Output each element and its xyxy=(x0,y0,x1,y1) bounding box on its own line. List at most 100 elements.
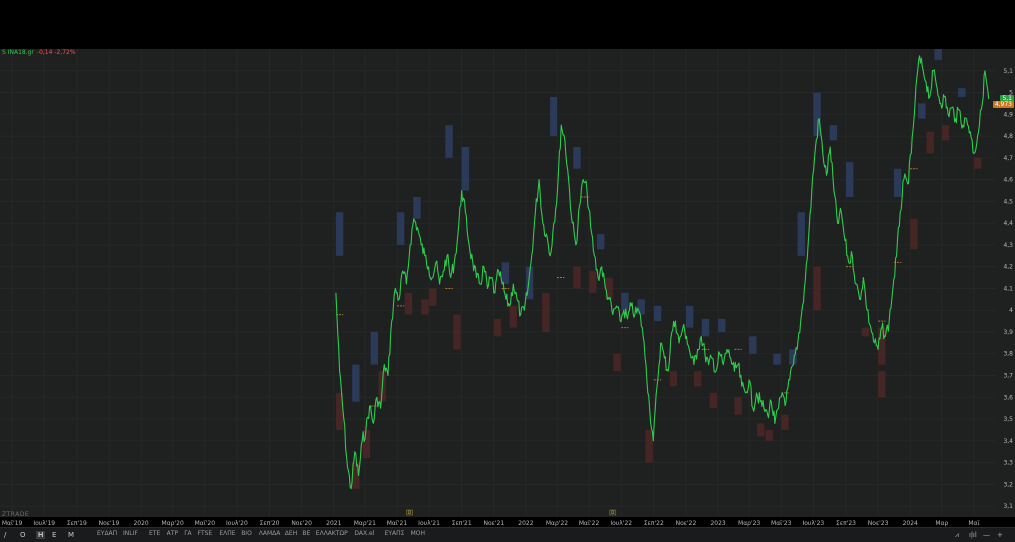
range-box-up xyxy=(813,92,821,137)
y-tick-label: 4,8 xyxy=(1003,133,1013,140)
x-tick-label: Σεπ'19 xyxy=(67,520,87,527)
chart-grid xyxy=(0,49,995,517)
range-box-down xyxy=(404,292,413,315)
y-tick-label: 3,3 xyxy=(1003,460,1013,467)
tool-draw[interactable]: / xyxy=(4,531,7,539)
x-tick-label: Μαϊ'22 xyxy=(579,520,600,527)
range-box-down xyxy=(878,327,886,365)
y-tick-label: 3,7 xyxy=(1003,373,1013,380)
event-marker[interactable] xyxy=(406,509,413,516)
y-tick-label: 3,6 xyxy=(1003,394,1013,401)
chart-type-icon[interactable]: ıl̩ıl xyxy=(969,531,977,539)
x-tick-label: 2024 xyxy=(903,520,918,527)
range-box-up xyxy=(958,88,966,97)
range-box-down xyxy=(352,462,360,489)
range-box-down xyxy=(335,392,344,430)
bottom-toolbar xyxy=(0,527,1015,542)
range-box-down xyxy=(926,131,934,154)
range-box-up xyxy=(797,212,805,256)
x-tick-label: Ιουλ'20 xyxy=(226,520,248,527)
symbol-button[interactable]: ΜΟΗ xyxy=(410,530,426,537)
y-tick-label: 3,2 xyxy=(1003,481,1013,488)
ticker-change: -0,14 -2,72% xyxy=(36,49,76,56)
x-tick-label: Μαρ'23 xyxy=(738,520,760,527)
range-box-down xyxy=(709,392,718,409)
range-box-up xyxy=(789,349,797,365)
range-box-up xyxy=(893,168,902,198)
symbol-button[interactable]: ΑΤΡ xyxy=(166,530,178,537)
price-line xyxy=(335,55,990,490)
range-box-up xyxy=(749,336,757,354)
range-box-up xyxy=(573,146,581,169)
range-box-down xyxy=(861,327,870,337)
y-tick-label: 4,7 xyxy=(1003,155,1013,162)
y-axis: 3,1 3,2 3,3 3,4 3,5 3,6 3,7 3,8 3,9 4 4,1 4,2 4,3 4,4… xyxy=(1003,68,1013,510)
tool-m[interactable]: M xyxy=(68,531,75,539)
range-box-down xyxy=(734,397,742,415)
range-box-down xyxy=(910,218,918,250)
price-label-high: 5,1 xyxy=(1000,95,1014,102)
price-levels xyxy=(335,168,918,407)
range-box-up xyxy=(701,318,710,337)
y-tick-label: 4,1 xyxy=(1003,285,1013,292)
symbol-button[interactable]: INLIF xyxy=(123,530,138,537)
symbol-button[interactable]: ΔΕΗ xyxy=(284,530,298,537)
event-marker[interactable] xyxy=(609,509,617,516)
range-box-up xyxy=(370,331,378,365)
x-tick-label: Μαϊ'20 xyxy=(195,520,216,527)
range-box-up xyxy=(396,212,405,245)
event-marker-label: D xyxy=(611,510,614,515)
zoom-out-icon[interactable]: — xyxy=(983,531,990,539)
indicator-icon[interactable]: ⩘ xyxy=(955,531,959,539)
price-line-series xyxy=(335,55,990,490)
y-tick-label: 3,1 xyxy=(1003,503,1013,510)
symbol-button[interactable]: ΛΑΜΔΑ xyxy=(258,530,281,537)
range-box-up xyxy=(597,234,605,250)
symbol-button[interactable]: ΕΥΑΠΣ xyxy=(384,530,405,537)
range-box-up xyxy=(637,299,645,315)
x-axis: Μαϊ'19 Ιουλ'19 Σεπ'19 Νοε'19 2020 Μαρ'20 Μαϊ'2… xyxy=(2,520,980,527)
y-tick-label: 5 xyxy=(1009,90,1013,97)
range-box-up xyxy=(550,96,557,137)
symbol-button[interactable]: DAX.el xyxy=(354,530,375,537)
range-box-down xyxy=(605,277,613,300)
symbol-button[interactable]: ΕΥΔΑΠ xyxy=(97,530,118,537)
range-box-up xyxy=(352,364,360,402)
broker-watermark: ZTRADE xyxy=(2,511,30,518)
x-tick-label: Νοε'21 xyxy=(483,520,504,527)
x-tick-label: Σεπ'23 xyxy=(836,520,856,527)
y-tick-label: 4,3 xyxy=(1003,242,1013,249)
y-tick-label: 4,4 xyxy=(1003,220,1013,227)
range-box-up xyxy=(685,305,694,328)
range-box-up xyxy=(773,353,781,365)
price-label-last: 4,973 xyxy=(992,101,1014,108)
y-tick-label: 4 xyxy=(1009,307,1013,314)
ticker-symbol[interactable]: S INA18.gr xyxy=(2,49,34,56)
range-box-up xyxy=(501,262,510,285)
symbol-button[interactable]: FTSE xyxy=(197,530,213,537)
symbol-button[interactable]: BIO xyxy=(241,530,252,537)
x-tick-label: Μαρ'21 xyxy=(354,520,376,527)
symbol-button[interactable]: ΒΕ xyxy=(302,530,311,537)
tool-h[interactable]: H xyxy=(36,531,46,539)
symbol-button[interactable]: ΕΤΕ xyxy=(149,530,161,537)
x-tick-label: Νοε'20 xyxy=(291,520,312,527)
range-box-up xyxy=(829,125,838,141)
y-tick-label: 4,9 xyxy=(1003,111,1013,118)
zoom-in-icon[interactable]: + xyxy=(997,531,1003,539)
symbol-button[interactable]: ΕΛΠΕ xyxy=(219,530,236,537)
range-box-up xyxy=(653,305,662,322)
x-tick-label: Νοε'23 xyxy=(868,520,889,527)
tool-e[interactable]: E xyxy=(52,531,57,539)
range-box-down xyxy=(573,266,581,289)
x-tick-label: Μαϊ'21 xyxy=(387,520,408,527)
x-tick-label: Σεπ'22 xyxy=(644,520,664,527)
range-box-up xyxy=(525,266,534,300)
tool-o[interactable]: O xyxy=(20,531,26,539)
y-tick-label: 5,1 xyxy=(1003,68,1013,75)
symbol-button[interactable]: ΓΑ xyxy=(184,530,192,537)
symbol-button[interactable]: ΕΛΛΑΚΤΩΡ xyxy=(315,530,348,537)
range-box-down xyxy=(362,429,371,459)
